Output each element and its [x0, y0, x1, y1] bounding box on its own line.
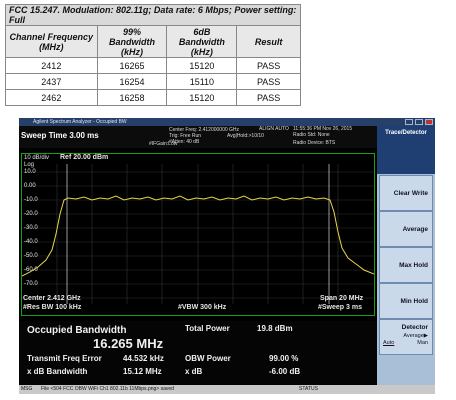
y-label: -70.0	[24, 281, 38, 287]
table-row: 2412 16265 15120 PASS	[5, 57, 301, 74]
cell-6db-bw: 15120	[166, 57, 238, 74]
cell-99-bw: 16258	[96, 89, 168, 106]
max-hold-button[interactable]: Max Hold	[379, 247, 433, 283]
status-label: STATUS	[299, 386, 318, 392]
y-label: -60.0	[24, 267, 38, 273]
vbw: #VBW 300 kHz	[178, 304, 227, 311]
attenuation: #Atten: 40 dB	[169, 139, 200, 145]
radio-std: Radio Std: None	[293, 132, 330, 138]
xdb-bandwidth-label: x dB Bandwidth	[27, 367, 88, 376]
minimize-icon[interactable]	[405, 119, 413, 125]
span: Span 20 MHz	[320, 295, 364, 302]
table-row: 2437 16254 15110 PASS	[5, 73, 301, 90]
y-label: 10.0	[24, 169, 36, 175]
window-title: Agilent Spectrum Analyzer - Occupied BW	[33, 119, 127, 125]
sweep-time: Sweep Time 3.00 ms	[21, 131, 99, 140]
table-row: 2462 16258 15120 PASS	[5, 89, 301, 106]
header-6db-bandwidth: 6dB Bandwidth (kHz)	[166, 25, 238, 58]
min-hold-button[interactable]: Min Hold	[379, 283, 433, 319]
detector-value: Average▶	[403, 333, 428, 339]
spectrum-plot: 10 dB/div Ref 20.00 dBm Log 10.0 0.00 -1…	[21, 153, 375, 316]
close-icon[interactable]	[425, 119, 433, 125]
detector-button[interactable]: Detector Average▶ Auto Man	[379, 319, 433, 355]
center-frequency: Center 2.412 GHz	[23, 295, 81, 302]
table-caption: FCC 15.247. Modulation: 802.11g; Data ra…	[5, 4, 301, 26]
occupied-bandwidth-label: Occupied Bandwidth	[27, 325, 127, 336]
cell-result: PASS	[236, 57, 301, 74]
maximize-icon[interactable]	[415, 119, 423, 125]
cell-6db-bw: 15120	[166, 89, 238, 106]
panel-title: Trace/Detector	[377, 126, 435, 174]
msg-label: MSG	[21, 386, 33, 392]
cell-frequency: 2412	[5, 57, 98, 74]
datetime: 11:55:36 PM Nov 26, 2015	[293, 126, 353, 132]
sweep: #Sweep 3 ms	[318, 304, 362, 311]
status-bar: MSG File <504 FCC OBW WiFi Ch1 802.11b 1…	[19, 385, 435, 394]
cell-99-bw: 16254	[96, 73, 168, 90]
y-label: 0.00	[24, 183, 36, 189]
radio-device: Radio Device: BTS	[293, 140, 336, 146]
total-power-value: 19.8 dBm	[257, 324, 293, 333]
y-label: -30.0	[24, 225, 38, 231]
tx-freq-error-label: Transmit Freq Error	[27, 354, 102, 363]
header-channel-frequency: Channel Frequency (MHz)	[5, 25, 98, 58]
y-label: -40.0	[24, 239, 38, 245]
file-saved-message: File <504 FCC OBW WiFi Ch1 802.11b 11Mbp…	[41, 386, 174, 392]
xdb-value: -6.00 dB	[269, 367, 301, 376]
ref-level: Ref 20.00 dBm	[60, 154, 109, 161]
average-button[interactable]: Average	[379, 211, 433, 247]
center-freq-info: Center Freq: 2.412000000 GHz	[169, 127, 240, 133]
trigger: Trig: Free Run	[169, 133, 202, 139]
trace-detector-panel: Trace/Detector Clear Write Average Max H…	[377, 126, 435, 394]
y-label: -20.0	[24, 211, 38, 217]
cell-6db-bw: 15110	[166, 73, 238, 90]
cell-result: PASS	[236, 73, 301, 90]
xdb-label: x dB	[185, 367, 203, 376]
spectrum-trace	[22, 195, 374, 277]
detector-auto: Auto	[383, 340, 395, 346]
cell-result: PASS	[236, 89, 301, 106]
measurement-results: Occupied Bandwidth 16.265 MHz Total Powe…	[19, 321, 377, 385]
clear-write-button[interactable]: Clear Write	[379, 175, 433, 211]
spectrum-grid-and-trace	[22, 164, 374, 304]
cell-99-bw: 16265	[96, 57, 168, 74]
align-auto: ALIGN AUTO	[259, 126, 289, 132]
detector-mode: Man	[417, 340, 428, 346]
obw-power-value: 99.00 %	[269, 354, 299, 363]
occupied-bandwidth-value: 16.265 MHz	[93, 336, 164, 351]
spectrum-analyzer-screenshot: Agilent Spectrum Analyzer - Occupied BW …	[19, 118, 435, 394]
cell-frequency: 2462	[5, 89, 98, 106]
window-titlebar: Agilent Spectrum Analyzer - Occupied BW	[19, 118, 435, 126]
res-bw: #Res BW 100 kHz	[23, 304, 82, 311]
xdb-bandwidth-value: 15.12 MHz	[123, 367, 162, 376]
scale-label: 10 dB/div	[24, 155, 50, 161]
avg-hold: Avg|Hold:>10/10	[227, 133, 264, 139]
header-99-bandwidth: 99% Bandwidth (kHz)	[96, 25, 168, 58]
y-label: -50.0	[24, 253, 38, 259]
total-power-label: Total Power	[185, 324, 230, 333]
cell-frequency: 2437	[5, 73, 98, 90]
y-label: -10.0	[24, 197, 38, 203]
tx-freq-error-value: 44.532 kHz	[123, 354, 164, 363]
obw-power-label: OBW Power	[185, 354, 231, 363]
header-result: Result	[236, 25, 301, 58]
ifgain: #IFGain:Low	[149, 141, 178, 147]
y-label: Log	[24, 162, 35, 168]
detector-label: Detector	[401, 324, 428, 331]
measurement-info-bar: Sweep Time 3.00 ms #IFGain:Low Center Fr…	[19, 126, 377, 148]
bandwidth-table: FCC 15.247. Modulation: 802.11g; Data ra…	[5, 4, 301, 106]
